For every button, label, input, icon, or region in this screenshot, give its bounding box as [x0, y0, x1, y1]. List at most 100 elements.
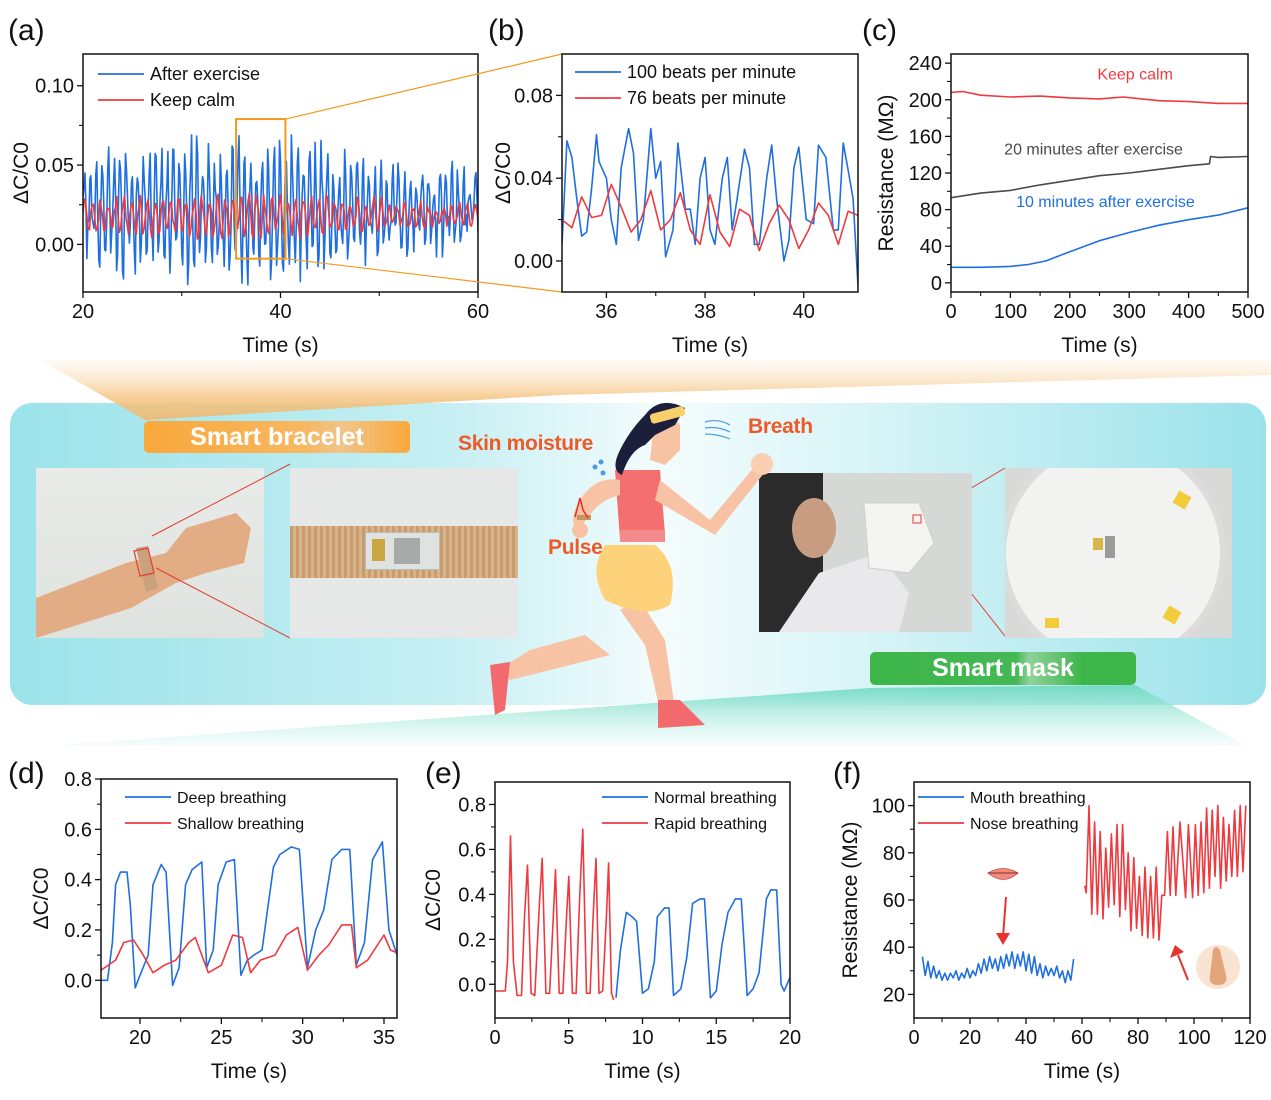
x-tick-label: 35 — [373, 1027, 395, 1049]
x-tick-label: 36 — [595, 301, 617, 323]
y-tick-label: 0.05 — [35, 155, 74, 177]
x-tick-label: 100 — [1177, 1027, 1210, 1049]
panel-label: (f) — [833, 757, 861, 790]
pulse-label: Pulse — [548, 536, 603, 559]
mask-wearer-photo — [759, 473, 972, 632]
y-tick-label: 20 — [883, 984, 905, 1006]
x-tick-label: 20 — [959, 1027, 981, 1049]
chart-panel-c: (c) Keep calm 20 minutes after exercise 10 … — [862, 14, 1265, 357]
series-line-after-exercise — [83, 134, 478, 286]
legend-entry: After exercise — [150, 64, 260, 84]
series-line-76-beats-per-minute — [562, 183, 858, 252]
x-tick-label: 60 — [1071, 1027, 1093, 1049]
series-label: Keep calm — [1097, 67, 1173, 84]
x-tick-label: 100 — [994, 301, 1027, 323]
y-tick-label: 100 — [872, 796, 905, 818]
x-tick-label: 120 — [1233, 1027, 1266, 1049]
runner-figure — [490, 402, 773, 728]
y-tick-label: 0.00 — [514, 251, 553, 273]
legend-entry: Shallow breathing — [177, 816, 304, 833]
y-tick-label: 80 — [883, 843, 905, 865]
breath-label: Breath — [748, 415, 813, 438]
legend-entry: Mouth breathing — [970, 790, 1086, 807]
panel-label: (e) — [425, 757, 462, 790]
nose-icon — [1196, 945, 1240, 989]
y-tick-label: 0.8 — [64, 769, 92, 791]
y-axis-label: ΔC/C0 — [30, 868, 53, 930]
mask-wearer-illustration — [779, 498, 935, 632]
x-tick-label: 38 — [694, 301, 716, 323]
x-tick-label: 10 — [631, 1027, 653, 1049]
lips-icon — [987, 868, 1019, 880]
x-tick-label: 0 — [945, 301, 956, 323]
x-tick-label: 40 — [793, 301, 815, 323]
legend-entry: Rapid breathing — [654, 816, 767, 833]
y-tick-label: 200 — [909, 90, 942, 112]
x-axis-label: Time (s) — [604, 1060, 680, 1083]
x-tick-label: 200 — [1053, 301, 1086, 323]
skin-moisture-label: Skin moisture — [458, 432, 593, 455]
x-tick-label: 25 — [210, 1027, 232, 1049]
series-line-normal-breathing — [615, 889, 790, 999]
legend-entry: 100 beats per minute — [627, 62, 796, 82]
x-tick-label: 0 — [908, 1027, 919, 1049]
smart-mask-banner: Smart mask — [870, 652, 1136, 685]
y-tick-label: 0.0 — [458, 974, 486, 996]
sensor-chip — [365, 532, 440, 570]
wrist-illustration — [36, 513, 251, 638]
series-line-20-minutes-after-exercise — [951, 155, 1248, 199]
y-axis-label: ΔC/C0 — [492, 142, 515, 204]
series-label: 10 minutes after exercise — [1016, 194, 1195, 211]
x-tick-label: 30 — [292, 1027, 314, 1049]
y-tick-label: 0.04 — [514, 168, 553, 190]
chart-panel-e: (e) 0 5 10 15 20 0.0 0.2 0.4 0.6 0.8 Time (s) ΔC/C0 N… — [422, 757, 801, 1083]
x-axis-label: Time (s) — [672, 334, 748, 357]
y-tick-label: 0.2 — [458, 929, 486, 951]
x-tick-label: 20 — [72, 301, 94, 323]
x-tick-label: 300 — [1113, 301, 1146, 323]
zoom-connector — [285, 53, 563, 120]
mouth-arrow — [1002, 896, 1007, 938]
chart-panel-b: (b) 36 38 40 0.00 0.04 0.08 Time (s) ΔC/C0 100 be… — [488, 14, 859, 357]
bracelet-closeup-photo — [290, 468, 518, 638]
chart-panel-a: (a) 20 40 60 0.00 0.05 0.10 Time (s) ΔC/C0 After … — [8, 14, 563, 357]
zoom-box — [235, 118, 287, 260]
plot-frame — [950, 53, 1249, 293]
legend-entry: 76 beats per minute — [627, 88, 786, 108]
y-tick-label: 120 — [909, 163, 942, 185]
x-tick-label: 15 — [705, 1027, 727, 1049]
y-tick-label: 0.4 — [64, 870, 92, 892]
series-line-keep-calm — [83, 192, 478, 240]
panel-label: (a) — [8, 14, 45, 47]
x-axis-label: Time (s) — [242, 334, 318, 357]
smart-bracelet-banner: Smart bracelet — [144, 421, 410, 453]
y-axis-label: Resistance (MΩ) — [875, 95, 898, 252]
y-tick-label: 0.6 — [64, 819, 92, 841]
mask-closeup-illustration — [1005, 468, 1226, 638]
x-tick-label: 5 — [563, 1027, 574, 1049]
mask-closeup-photo — [1005, 468, 1232, 638]
series-label: 20 minutes after exercise — [1004, 142, 1183, 159]
series-line-rapid-breathing — [495, 828, 615, 1001]
legend-entry: Nose breathing — [970, 816, 1079, 833]
y-tick-label: 0.0 — [64, 970, 92, 992]
plot-frame — [913, 781, 1251, 1019]
series-line-100-beats-per-minute — [562, 127, 858, 286]
x-axis-label: Time (s) — [1061, 334, 1137, 357]
breath-lines-icon — [704, 419, 731, 440]
panel-label: (b) — [488, 14, 525, 47]
plot-frame — [100, 778, 398, 1019]
y-tick-label: 0 — [931, 273, 942, 295]
series-line-nose-breathing — [1084, 804, 1247, 941]
legend-entry: Normal breathing — [654, 790, 777, 807]
x-tick-label: 400 — [1172, 301, 1205, 323]
x-tick-label: 20 — [129, 1027, 151, 1049]
x-tick-label: 80 — [1127, 1027, 1149, 1049]
legend-entry: Deep breathing — [177, 790, 286, 807]
y-tick-label: 0.00 — [35, 234, 74, 256]
panel-label: (c) — [862, 14, 897, 47]
panel-label: (d) — [8, 757, 45, 790]
mouth-arrow-head — [996, 933, 1010, 945]
y-axis-label: ΔC/C0 — [10, 142, 33, 204]
